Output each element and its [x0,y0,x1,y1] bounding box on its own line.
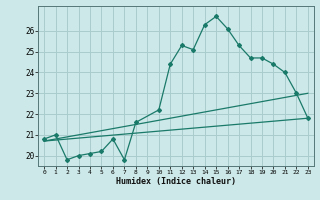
X-axis label: Humidex (Indice chaleur): Humidex (Indice chaleur) [116,177,236,186]
